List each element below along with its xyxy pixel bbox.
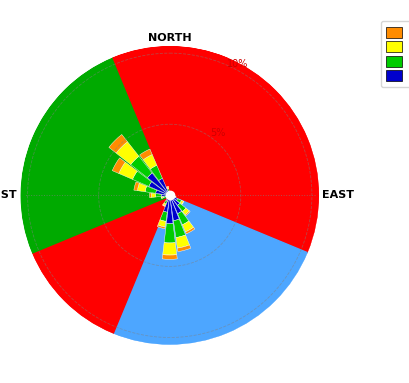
Text: NORTH: NORTH: [148, 33, 191, 43]
Bar: [166, 195, 170, 197]
Bar: [159, 178, 170, 195]
Bar: [150, 193, 151, 198]
Bar: [119, 162, 137, 179]
Bar: [158, 220, 166, 227]
Text: 5%: 5%: [211, 128, 226, 137]
Bar: [185, 211, 190, 216]
Bar: [176, 235, 189, 248]
Bar: [149, 182, 170, 195]
Bar: [166, 195, 170, 201]
Text: WEST: WEST: [0, 190, 18, 200]
Bar: [178, 211, 189, 225]
Bar: [168, 195, 170, 197]
Bar: [174, 196, 175, 198]
Bar: [155, 194, 161, 197]
Text: EAST: EAST: [322, 190, 354, 200]
Bar: [170, 195, 178, 200]
Bar: [170, 195, 180, 205]
Bar: [162, 196, 164, 198]
Bar: [178, 203, 186, 211]
Bar: [175, 196, 176, 198]
Bar: [116, 142, 139, 165]
Bar: [170, 195, 174, 197]
Bar: [170, 195, 172, 196]
Bar: [177, 199, 182, 203]
Bar: [164, 195, 170, 212]
Legend: >=4, 2 - 4, 1 - 2, <1: >=4, 2 - 4, 1 - 2, <1: [381, 21, 409, 87]
Bar: [160, 211, 167, 221]
Text: 10%: 10%: [227, 59, 248, 69]
Bar: [133, 171, 151, 187]
Bar: [150, 165, 162, 180]
Bar: [170, 194, 171, 195]
Bar: [163, 242, 177, 255]
Bar: [139, 149, 152, 160]
Bar: [109, 134, 128, 153]
Bar: [137, 183, 146, 192]
Bar: [112, 158, 125, 173]
Bar: [180, 200, 184, 204]
Bar: [164, 200, 167, 204]
Bar: [182, 201, 184, 205]
Bar: [168, 191, 170, 195]
Bar: [178, 245, 191, 252]
Bar: [185, 227, 195, 234]
Bar: [162, 205, 165, 206]
Bar: [182, 221, 193, 232]
Bar: [166, 187, 169, 189]
Bar: [163, 203, 166, 206]
Bar: [145, 186, 157, 193]
Bar: [130, 156, 152, 178]
Bar: [167, 196, 168, 197]
Bar: [170, 195, 182, 214]
Bar: [166, 195, 173, 224]
Bar: [167, 196, 169, 198]
Bar: [164, 224, 175, 243]
Bar: [167, 196, 169, 197]
Bar: [161, 196, 162, 199]
Bar: [170, 195, 179, 221]
Bar: [166, 186, 169, 187]
Bar: [151, 193, 155, 198]
Bar: [147, 173, 170, 195]
Bar: [163, 196, 166, 198]
Bar: [168, 195, 170, 196]
Bar: [157, 225, 165, 229]
Bar: [162, 255, 177, 259]
Bar: [173, 219, 186, 237]
Bar: [161, 194, 170, 196]
Bar: [167, 188, 169, 192]
Bar: [134, 182, 139, 191]
Bar: [182, 208, 189, 215]
Bar: [166, 197, 168, 198]
Bar: [172, 195, 173, 196]
Bar: [156, 190, 170, 195]
Bar: [143, 155, 157, 169]
